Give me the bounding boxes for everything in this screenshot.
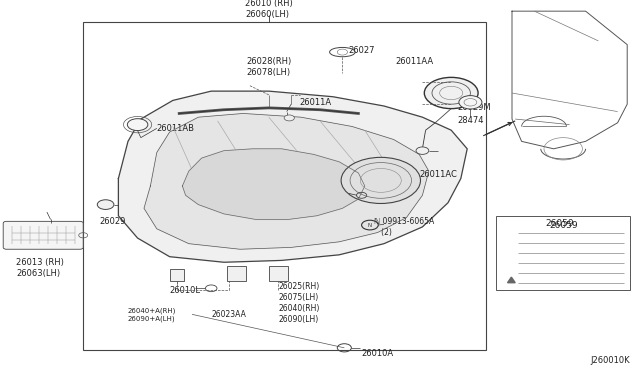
- Text: 26011AA: 26011AA: [396, 57, 434, 66]
- Polygon shape: [182, 149, 365, 219]
- Text: 26028(RH)
26078(LH): 26028(RH) 26078(LH): [246, 57, 292, 77]
- Text: J260010K: J260010K: [591, 356, 630, 365]
- Text: 26029M: 26029M: [458, 103, 492, 112]
- Bar: [269, 266, 288, 281]
- Text: 26023AA: 26023AA: [211, 310, 246, 319]
- Text: 26010L: 26010L: [170, 286, 200, 295]
- Text: 26013 (RH)
26063(LH): 26013 (RH) 26063(LH): [16, 258, 64, 278]
- Bar: [496, 216, 630, 290]
- Text: 26040(RH)
26090(LH): 26040(RH) 26090(LH): [278, 304, 320, 324]
- Bar: [227, 266, 246, 281]
- Text: ℕ 09913-6065A
   (2): ℕ 09913-6065A (2): [374, 217, 435, 237]
- Bar: [170, 269, 184, 281]
- Polygon shape: [118, 91, 467, 262]
- Text: 26059: 26059: [549, 221, 577, 230]
- Circle shape: [284, 115, 294, 121]
- Circle shape: [424, 77, 478, 109]
- Circle shape: [459, 96, 482, 109]
- Circle shape: [97, 200, 114, 209]
- Text: 26040+A(RH)
26090+A(LH): 26040+A(RH) 26090+A(LH): [128, 307, 177, 321]
- Text: 26027: 26027: [349, 46, 375, 55]
- Text: 26010 (RH)
26060(LH): 26010 (RH) 26060(LH): [245, 0, 292, 19]
- Polygon shape: [144, 113, 429, 249]
- Text: N: N: [368, 222, 372, 228]
- Text: 26010A: 26010A: [362, 349, 394, 358]
- Text: 26011AB: 26011AB: [157, 124, 195, 133]
- Text: 26059: 26059: [546, 219, 574, 228]
- Bar: [83, 22, 486, 350]
- Text: 26011AC: 26011AC: [419, 170, 457, 179]
- Circle shape: [127, 119, 148, 131]
- FancyBboxPatch shape: [3, 221, 83, 249]
- Circle shape: [416, 147, 429, 154]
- Text: 28474: 28474: [458, 116, 484, 125]
- Polygon shape: [508, 277, 515, 283]
- Text: 26029: 26029: [99, 217, 125, 226]
- Text: 26025(RH)
26075(LH): 26025(RH) 26075(LH): [278, 282, 319, 302]
- Text: 26023A: 26023A: [362, 193, 394, 202]
- Text: 26011A: 26011A: [300, 98, 332, 107]
- Circle shape: [341, 157, 420, 203]
